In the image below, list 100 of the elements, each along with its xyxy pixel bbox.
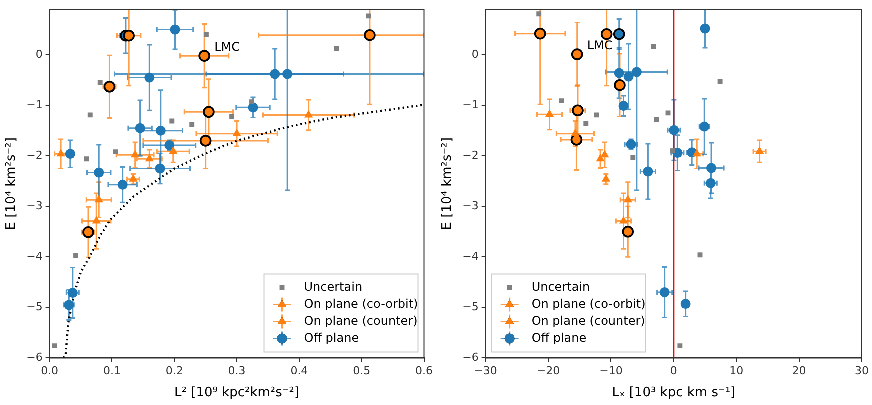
x-tick-label: 0.4	[290, 364, 308, 378]
point	[104, 81, 116, 93]
x-tick-label: 10	[730, 364, 744, 378]
point	[632, 67, 642, 78]
point	[145, 154, 154, 162]
point	[123, 30, 135, 42]
y-tick-label: −5	[26, 300, 43, 314]
legend-label: Uncertain	[532, 280, 590, 294]
point	[670, 148, 676, 154]
point	[230, 114, 235, 120]
point	[571, 48, 584, 60]
y-tick-label: −6	[26, 351, 43, 364]
y-tick-label: −2	[462, 148, 479, 162]
point	[584, 121, 589, 126]
point	[534, 28, 546, 40]
point	[366, 14, 372, 19]
x-tick-label: 30	[855, 364, 869, 378]
point	[113, 150, 118, 155]
x-tick-label: −10	[600, 364, 623, 378]
x-tick-label: 0.6	[416, 364, 434, 378]
point	[536, 12, 542, 17]
point	[170, 24, 180, 35]
point	[94, 195, 104, 203]
point	[92, 216, 101, 224]
point	[692, 149, 702, 157]
y-tick-label: −3	[462, 199, 479, 212]
point	[594, 112, 600, 118]
point	[250, 100, 254, 105]
x-tick-label: −20	[536, 364, 560, 378]
point	[643, 166, 654, 177]
point	[698, 252, 703, 258]
point	[600, 28, 613, 40]
point	[82, 226, 94, 238]
point	[624, 195, 632, 203]
y-tick-label: 0	[472, 48, 479, 61]
x-tick-label: 0.1	[103, 364, 121, 378]
point	[614, 68, 624, 78]
point	[56, 149, 66, 157]
legend-label: Off plane	[304, 330, 360, 345]
x-tick-label: 0.3	[228, 364, 246, 378]
point	[169, 146, 178, 154]
x-axis-title: L² [10⁹ kpc²km²s⁻²]	[174, 386, 300, 401]
point	[52, 344, 58, 349]
point	[198, 50, 210, 62]
point	[618, 101, 629, 112]
point	[98, 80, 103, 86]
annotation: LMC	[214, 40, 240, 54]
point	[613, 28, 626, 40]
legend-label: Off plane	[532, 330, 587, 345]
point	[74, 253, 78, 258]
point	[596, 154, 605, 162]
y-axis-title: E [10⁴ km²s⁻²]	[440, 138, 456, 230]
point	[270, 69, 280, 80]
legend-label: On plane (co-orbit)	[304, 296, 418, 311]
legend-label: On plane (counter)	[304, 314, 418, 328]
point	[571, 128, 580, 136]
x-axis-title: Lₓ [10³ kpc km s⁻¹]	[612, 386, 736, 401]
y-tick-label: −4	[26, 250, 43, 264]
point	[94, 168, 104, 178]
y-tick-label: −6	[462, 351, 479, 364]
point	[572, 104, 584, 117]
y-tick-label: −1	[462, 98, 479, 112]
line-series	[63, 104, 424, 358]
point	[190, 122, 195, 128]
point	[660, 288, 670, 298]
point	[204, 32, 209, 38]
point	[654, 117, 660, 122]
point	[170, 118, 175, 124]
point	[334, 46, 340, 52]
point	[700, 24, 710, 34]
legend-label: On plane (co-orbit)	[532, 296, 646, 311]
y-tick-label: 0	[36, 48, 43, 61]
point	[84, 156, 90, 162]
point	[155, 164, 166, 174]
point	[624, 72, 634, 82]
x-tick-label: 0.2	[166, 364, 184, 378]
y-tick-label: −3	[26, 199, 43, 212]
point	[88, 112, 93, 118]
x-tick-label: −30	[474, 364, 498, 378]
point	[144, 72, 155, 83]
point	[130, 150, 140, 158]
point	[156, 126, 166, 136]
point	[559, 98, 564, 104]
point	[619, 216, 628, 224]
point	[666, 110, 671, 116]
y-tick-label: −5	[462, 300, 479, 314]
point	[602, 174, 611, 182]
point	[304, 110, 314, 118]
point	[129, 174, 138, 182]
legend-label: On plane (counter)	[532, 314, 646, 328]
point	[680, 299, 691, 310]
point	[232, 128, 242, 136]
x-tick-label: 0.5	[353, 364, 371, 378]
point	[718, 79, 723, 84]
point	[651, 44, 656, 49]
point	[203, 106, 215, 118]
point	[630, 155, 636, 160]
point	[755, 146, 764, 154]
x-tick-label: 20	[792, 364, 806, 378]
point	[282, 69, 293, 80]
